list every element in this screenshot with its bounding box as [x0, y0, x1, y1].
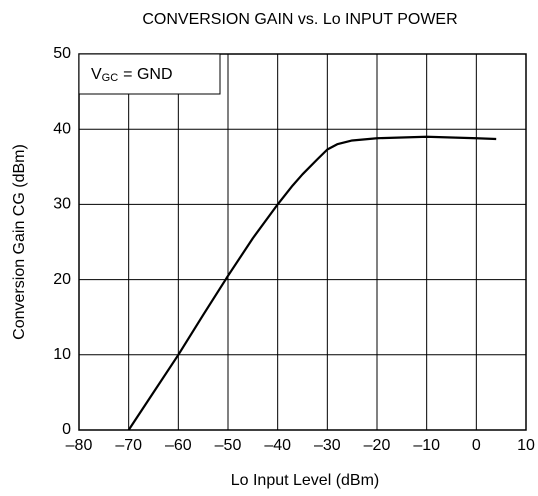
- annotation-sub: GC: [102, 72, 119, 84]
- x-tick-label: –70: [115, 437, 142, 454]
- x-axis-label: Lo Input Level (dBm): [231, 472, 380, 489]
- annotation-main: V: [91, 66, 102, 83]
- x-tick-label: –80: [66, 437, 93, 454]
- x-tick-label: –60: [165, 437, 192, 454]
- x-tick-label: –50: [215, 437, 242, 454]
- x-tick-label: –10: [413, 437, 440, 454]
- x-tick-label: 10: [517, 437, 535, 454]
- annotation-box: [78, 53, 221, 95]
- y-tick-label: 0: [62, 421, 71, 438]
- plot-frame: [78, 53, 527, 431]
- x-tick-label: –20: [364, 437, 391, 454]
- y-tick-label: 20: [53, 271, 71, 288]
- y-tick-label: 40: [53, 120, 71, 137]
- x-tick-label: 0: [472, 437, 481, 454]
- annotation: VGC = GND: [91, 66, 173, 84]
- x-tick-label: –30: [314, 437, 341, 454]
- annotation-rest: = GND: [123, 66, 172, 83]
- y-tick-label: 10: [53, 346, 71, 363]
- y-axis-label: Conversion Gain CG (dBm): [11, 144, 28, 340]
- y-tick-label: 30: [53, 196, 71, 213]
- chart-title: CONVERSION GAIN vs. Lo INPUT POWER: [142, 11, 457, 28]
- y-tick-label: 50: [53, 45, 71, 62]
- data-line: [127, 135, 497, 431]
- x-tick-label: –40: [264, 437, 291, 454]
